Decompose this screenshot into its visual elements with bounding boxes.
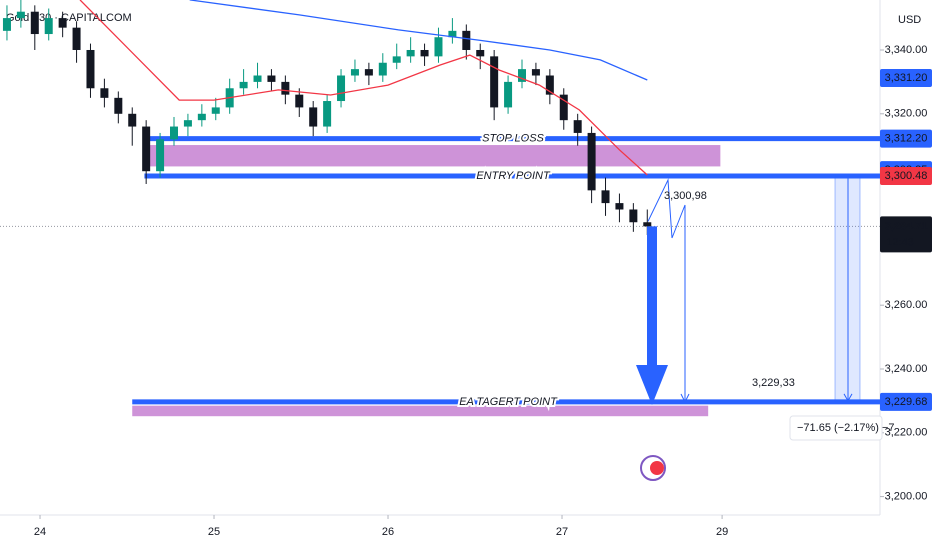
candle-body: [142, 126, 151, 172]
price-label: 3,300.48: [885, 170, 928, 182]
candle-body: [573, 120, 582, 133]
candle-body: [253, 75, 262, 82]
level-text: ENTRY POINT: [476, 170, 551, 182]
candle-body: [197, 113, 206, 121]
price-label-box: [880, 129, 932, 148]
y-tick-label: 3,200.00: [885, 490, 928, 502]
projection-head: [680, 393, 690, 404]
candle-body: [476, 49, 485, 57]
currency: USD: [898, 14, 921, 26]
measure-head: [843, 393, 853, 402]
last-price-label: 3,284.71: [885, 220, 928, 232]
candle-body: [239, 81, 248, 89]
price-label: 3,331.20: [885, 72, 928, 84]
candle-body: [434, 37, 443, 57]
candle-body: [629, 209, 638, 223]
y-tick-label: 3,320.00: [885, 108, 928, 120]
candle-body: [420, 49, 429, 57]
candle-body: [169, 126, 178, 140]
measure-box: [789, 415, 883, 441]
x-tick-label: 24: [34, 526, 46, 538]
candle-body: [364, 69, 373, 76]
zone: [132, 405, 709, 417]
candle-body: [86, 49, 95, 89]
candle-body: [490, 56, 499, 108]
candle-body: [72, 27, 81, 50]
candle-body: [156, 139, 165, 172]
candle-body: [309, 107, 318, 127]
candle-body: [267, 75, 276, 82]
candle-body: [601, 190, 610, 204]
candle-body: [44, 18, 53, 35]
price-label: 3,229.68: [885, 396, 928, 408]
candle-body: [2, 18, 11, 31]
moving-average: [189, 0, 648, 81]
annotation: 3,300,98: [664, 190, 707, 202]
x-tick-label: 26: [382, 526, 394, 538]
candle-body: [58, 18, 67, 28]
candle-body: [350, 69, 359, 76]
candle-body: [128, 113, 137, 127]
x-tick-label: 25: [208, 526, 220, 538]
candle-body: [587, 132, 596, 191]
candle-body: [406, 49, 415, 57]
candle-body: [504, 81, 513, 108]
price-label: 3,312.20: [885, 133, 928, 145]
price-label-box: [880, 167, 932, 186]
level-text: STOP LOSS: [482, 133, 544, 145]
candle-body: [114, 97, 123, 114]
candle-body: [183, 120, 192, 127]
moving-average: [79, 0, 648, 176]
annotation: 3,229,33: [752, 377, 795, 389]
price-label-box: [880, 69, 932, 88]
candle-body: [295, 94, 304, 108]
candle-body: [531, 69, 540, 76]
y-tick-label: 3,240.00: [885, 363, 928, 375]
candle-body: [100, 88, 109, 98]
candle-body: [545, 75, 554, 95]
candle-body: [559, 94, 568, 121]
candle-body: [323, 101, 332, 127]
last-price-box: [880, 216, 932, 253]
candle-body: [378, 62, 387, 76]
logo-inner: [650, 461, 664, 475]
candle-body: [392, 56, 401, 63]
candle-body: [30, 11, 39, 35]
projection-line: [647, 178, 686, 400]
y-tick-label: 3,220.00: [885, 427, 928, 439]
zone: [147, 145, 721, 167]
x-tick-label: 29: [716, 526, 728, 538]
candle-body: [462, 30, 471, 50]
candle-body: [448, 30, 457, 38]
y-tick-label: 3,340.00: [885, 44, 928, 56]
candle-body: [16, 11, 25, 19]
candle-body: [643, 222, 652, 227]
y-tick-label: 3,260.00: [885, 299, 928, 311]
candle-body: [337, 75, 346, 102]
candle-body: [211, 107, 220, 114]
countdown: 12:43: [886, 236, 914, 248]
candle-body: [281, 81, 290, 95]
candle-body: [517, 69, 526, 82]
measure-text: −71.65 (−2.17%) −7: [797, 422, 895, 434]
down-arrow: [636, 226, 668, 405]
candle-body: [615, 203, 624, 210]
x-tick-label: 27: [556, 526, 568, 538]
level-text: EA TAGERT POINT: [459, 396, 558, 408]
price-label-box: [880, 392, 932, 411]
